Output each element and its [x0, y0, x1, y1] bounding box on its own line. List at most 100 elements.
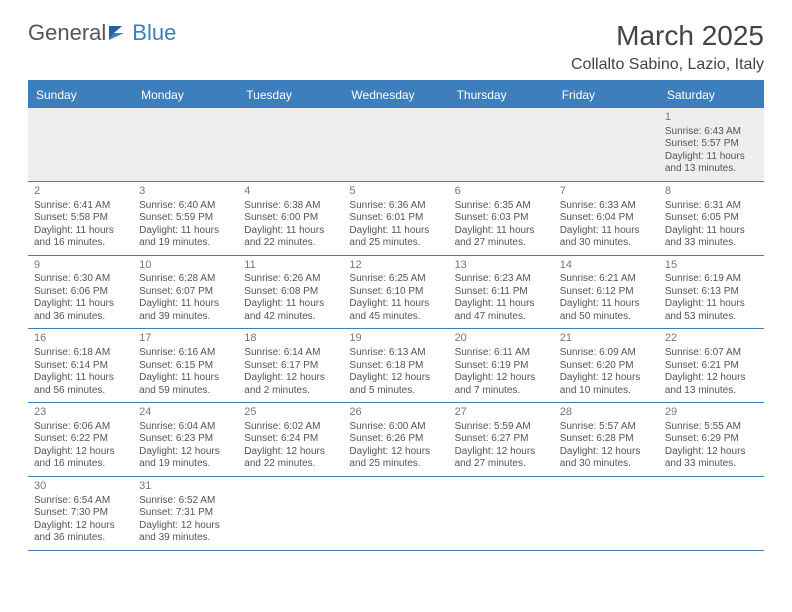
sunrise-text: Sunrise: 6:28 AM	[139, 273, 232, 286]
daylight-text: Daylight: 11 hours and 27 minutes.	[455, 225, 548, 250]
calendar-cell: 4Sunrise: 6:38 AMSunset: 6:00 PMDaylight…	[238, 181, 343, 255]
sunset-text: Sunset: 6:26 PM	[349, 433, 442, 446]
sunrise-text: Sunrise: 6:09 AM	[560, 347, 653, 360]
daylight-text: Daylight: 11 hours and 50 minutes.	[560, 298, 653, 323]
daylight-text: Daylight: 12 hours and 27 minutes.	[455, 446, 548, 471]
day-header: Tuesday	[238, 82, 343, 108]
calendar-cell: 18Sunrise: 6:14 AMSunset: 6:17 PMDayligh…	[238, 329, 343, 403]
sunset-text: Sunset: 6:23 PM	[139, 433, 232, 446]
sunrise-text: Sunrise: 6:02 AM	[244, 421, 337, 434]
day-header-row: Sunday Monday Tuesday Wednesday Thursday…	[28, 82, 764, 108]
sunset-text: Sunset: 6:06 PM	[34, 286, 127, 299]
sunrise-text: Sunrise: 6:14 AM	[244, 347, 337, 360]
sunrise-text: Sunrise: 6:00 AM	[349, 421, 442, 434]
daylight-text: Daylight: 11 hours and 33 minutes.	[665, 225, 758, 250]
calendar-cell: 9Sunrise: 6:30 AMSunset: 6:06 PMDaylight…	[28, 255, 133, 329]
day-number: 5	[349, 185, 442, 199]
calendar-week-row: 16Sunrise: 6:18 AMSunset: 6:14 PMDayligh…	[28, 329, 764, 403]
sunrise-text: Sunrise: 6:54 AM	[34, 495, 127, 508]
daylight-text: Daylight: 11 hours and 13 minutes.	[665, 151, 758, 176]
calendar-cell: 8Sunrise: 6:31 AMSunset: 6:05 PMDaylight…	[659, 181, 764, 255]
calendar-cell: 11Sunrise: 6:26 AMSunset: 6:08 PMDayligh…	[238, 255, 343, 329]
day-number: 23	[34, 406, 127, 420]
day-number: 26	[349, 406, 442, 420]
sunrise-text: Sunrise: 6:33 AM	[560, 200, 653, 213]
calendar-cell	[28, 108, 133, 181]
day-number: 13	[455, 259, 548, 273]
calendar-cell	[449, 108, 554, 181]
day-header: Thursday	[449, 82, 554, 108]
sunset-text: Sunset: 5:58 PM	[34, 212, 127, 225]
sunrise-text: Sunrise: 6:06 AM	[34, 421, 127, 434]
calendar-cell: 20Sunrise: 6:11 AMSunset: 6:19 PMDayligh…	[449, 329, 554, 403]
daylight-text: Daylight: 11 hours and 59 minutes.	[139, 372, 232, 397]
calendar-cell: 5Sunrise: 6:36 AMSunset: 6:01 PMDaylight…	[343, 181, 448, 255]
calendar-cell: 6Sunrise: 6:35 AMSunset: 6:03 PMDaylight…	[449, 181, 554, 255]
daylight-text: Daylight: 11 hours and 45 minutes.	[349, 298, 442, 323]
sunset-text: Sunset: 6:27 PM	[455, 433, 548, 446]
calendar-page: General Blue March 2025 Collalto Sabino,…	[0, 0, 792, 561]
day-header: Friday	[554, 82, 659, 108]
daylight-text: Daylight: 12 hours and 22 minutes.	[244, 446, 337, 471]
sunset-text: Sunset: 6:15 PM	[139, 360, 232, 373]
calendar-cell	[554, 108, 659, 181]
calendar-cell: 26Sunrise: 6:00 AMSunset: 6:26 PMDayligh…	[343, 403, 448, 477]
sunset-text: Sunset: 7:31 PM	[139, 507, 232, 520]
daylight-text: Daylight: 11 hours and 42 minutes.	[244, 298, 337, 323]
daylight-text: Daylight: 12 hours and 39 minutes.	[139, 520, 232, 545]
sunset-text: Sunset: 6:18 PM	[349, 360, 442, 373]
calendar-cell	[343, 476, 448, 550]
day-number: 25	[244, 406, 337, 420]
daylight-text: Daylight: 11 hours and 56 minutes.	[34, 372, 127, 397]
calendar-cell	[238, 108, 343, 181]
calendar-cell: 17Sunrise: 6:16 AMSunset: 6:15 PMDayligh…	[133, 329, 238, 403]
daylight-text: Daylight: 12 hours and 33 minutes.	[665, 446, 758, 471]
calendar-week-row: 23Sunrise: 6:06 AMSunset: 6:22 PMDayligh…	[28, 403, 764, 477]
sunrise-text: Sunrise: 6:16 AM	[139, 347, 232, 360]
calendar-cell: 16Sunrise: 6:18 AMSunset: 6:14 PMDayligh…	[28, 329, 133, 403]
sunset-text: Sunset: 6:12 PM	[560, 286, 653, 299]
calendar-table: Sunday Monday Tuesday Wednesday Thursday…	[28, 82, 764, 551]
day-number: 14	[560, 259, 653, 273]
sunrise-text: Sunrise: 6:52 AM	[139, 495, 232, 508]
logo: General Blue	[28, 20, 176, 46]
title-block: March 2025 Collalto Sabino, Lazio, Italy	[571, 20, 764, 74]
sunset-text: Sunset: 6:21 PM	[665, 360, 758, 373]
sunrise-text: Sunrise: 6:25 AM	[349, 273, 442, 286]
daylight-text: Daylight: 11 hours and 47 minutes.	[455, 298, 548, 323]
day-number: 10	[139, 259, 232, 273]
calendar-cell: 12Sunrise: 6:25 AMSunset: 6:10 PMDayligh…	[343, 255, 448, 329]
day-number: 22	[665, 332, 758, 346]
calendar-cell	[449, 476, 554, 550]
sunrise-text: Sunrise: 6:26 AM	[244, 273, 337, 286]
sunset-text: Sunset: 6:14 PM	[34, 360, 127, 373]
sunrise-text: Sunrise: 6:40 AM	[139, 200, 232, 213]
day-number: 6	[455, 185, 548, 199]
sunset-text: Sunset: 6:13 PM	[665, 286, 758, 299]
daylight-text: Daylight: 12 hours and 19 minutes.	[139, 446, 232, 471]
sunrise-text: Sunrise: 6:13 AM	[349, 347, 442, 360]
day-header: Monday	[133, 82, 238, 108]
sunset-text: Sunset: 6:28 PM	[560, 433, 653, 446]
sunset-text: Sunset: 6:20 PM	[560, 360, 653, 373]
day-number: 16	[34, 332, 127, 346]
day-number: 12	[349, 259, 442, 273]
sunrise-text: Sunrise: 6:41 AM	[34, 200, 127, 213]
sunrise-text: Sunrise: 6:36 AM	[349, 200, 442, 213]
day-number: 19	[349, 332, 442, 346]
sunset-text: Sunset: 6:29 PM	[665, 433, 758, 446]
day-number: 18	[244, 332, 337, 346]
month-title: March 2025	[571, 20, 764, 52]
calendar-cell: 2Sunrise: 6:41 AMSunset: 5:58 PMDaylight…	[28, 181, 133, 255]
calendar-cell: 30Sunrise: 6:54 AMSunset: 7:30 PMDayligh…	[28, 476, 133, 550]
day-number: 3	[139, 185, 232, 199]
sunset-text: Sunset: 6:11 PM	[455, 286, 548, 299]
day-header: Sunday	[28, 82, 133, 108]
daylight-text: Daylight: 12 hours and 7 minutes.	[455, 372, 548, 397]
calendar-cell: 15Sunrise: 6:19 AMSunset: 6:13 PMDayligh…	[659, 255, 764, 329]
day-number: 4	[244, 185, 337, 199]
calendar-cell: 19Sunrise: 6:13 AMSunset: 6:18 PMDayligh…	[343, 329, 448, 403]
daylight-text: Daylight: 11 hours and 16 minutes.	[34, 225, 127, 250]
sunset-text: Sunset: 6:01 PM	[349, 212, 442, 225]
daylight-text: Daylight: 12 hours and 25 minutes.	[349, 446, 442, 471]
